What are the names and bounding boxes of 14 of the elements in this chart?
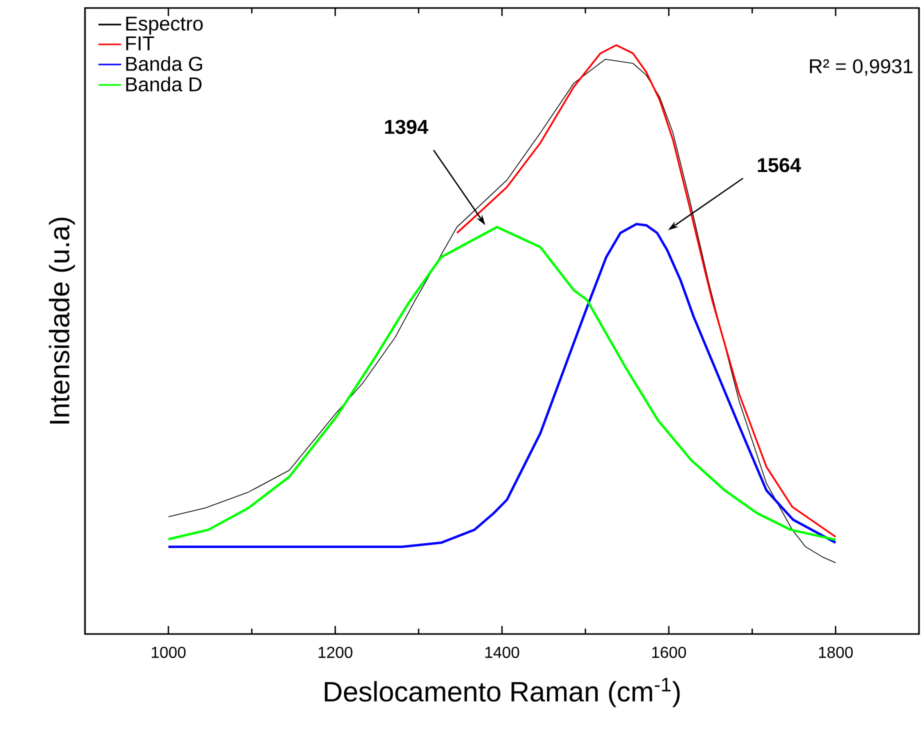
annotation: R² = 0,9931 bbox=[810, 59, 912, 76]
x-axis-title: Deslocamento Raman (cm$^{-1}$) bbox=[324, 678, 680, 708]
legend-label: FIT bbox=[126, 36, 154, 50]
x-tick-label: 1400 bbox=[485, 646, 520, 658]
annotation: 1394 bbox=[385, 120, 428, 134]
legend-label: Banda D bbox=[126, 76, 202, 92]
x-tick-label: 1200 bbox=[318, 646, 352, 658]
x-tick-label: 1800 bbox=[819, 646, 853, 658]
x-tick-label: 1600 bbox=[652, 646, 686, 658]
legend-label: Banda G bbox=[126, 56, 202, 71]
legend-label: Espectro bbox=[126, 16, 203, 35]
x-tick-label: 1000 bbox=[152, 646, 186, 658]
y-axis-title: Intensidade (u.a) bbox=[48, 218, 75, 424]
annotation: 1564 bbox=[758, 158, 802, 172]
